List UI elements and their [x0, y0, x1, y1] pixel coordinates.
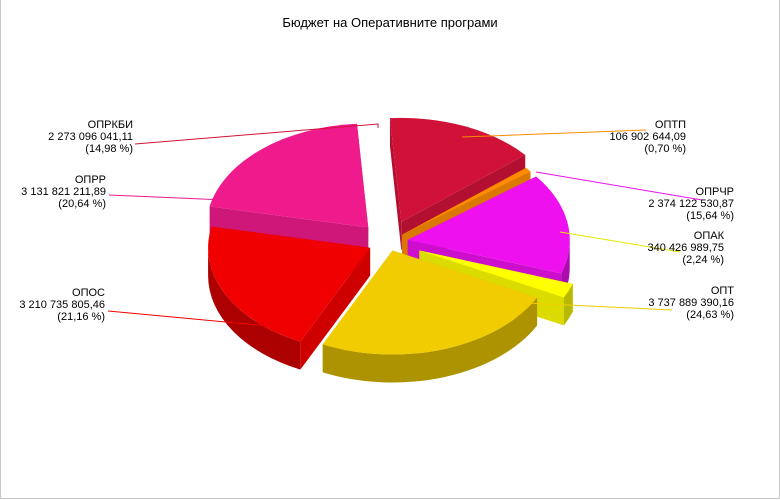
slice-label-value: 3 210 735 805,46 [19, 299, 105, 311]
pie-slice-top [389, 117, 526, 222]
leaders-layer [107, 123, 703, 331]
pie-slice-top [419, 250, 573, 298]
pie-slice-rim [208, 247, 301, 370]
chart-title: Бюджет на Оперативните програми [282, 15, 497, 30]
pie-slice-wall [300, 247, 371, 370]
slice-label-name: ОПАК [694, 230, 725, 242]
slice-label-value: 2 273 096 041,11 [48, 131, 133, 143]
pie-slice-top [407, 176, 570, 274]
leader-line-3 [535, 171, 703, 201]
leader-line-1 [134, 123, 379, 145]
pie-slice-rim [322, 297, 538, 383]
pie-slice-top [209, 123, 369, 228]
slice-label-7: ОПРР 3 131 821 211,89 (20,64 %) [21, 174, 106, 210]
leader-line-2 [461, 129, 647, 138]
pie-slice-top [208, 226, 371, 342]
leader-line-5 [504, 301, 673, 311]
leader-line-6 [107, 310, 313, 331]
pie-slice-wall [389, 118, 402, 250]
slice-label-name: ОПРР [75, 174, 106, 186]
slice-label-4: ОПАК 340 426 989,75 (2,24 %) [648, 230, 725, 266]
slice-label-name: ОПТП [655, 119, 686, 131]
slice-label-name: ОПРЧР [696, 186, 734, 198]
slice-label-3: ОПРЧР 2 374 122 530,87 (15,64 %) [648, 186, 734, 222]
slice-label-percent: (15,64 %) [686, 210, 734, 222]
slice-label-percent: (14,98 %) [85, 143, 133, 155]
slice-label-percent: (0,70 %) [644, 143, 686, 155]
slice-label-percent: (24,63 %) [686, 309, 734, 321]
slice-label-5: ОПТ 3 737 889 390,16 (24,63 %) [648, 285, 734, 321]
pie-slice-top [322, 250, 538, 355]
pie-slice-top [402, 167, 531, 235]
leader-line-4 [559, 231, 681, 253]
slice-label-name: ОПТ [711, 285, 734, 297]
slice-label-value: 2 374 122 530,87 [648, 198, 734, 210]
slice-label-percent: (20,64 %) [58, 198, 106, 210]
slice-label-percent: (21,16 %) [57, 311, 105, 323]
slice-label-1: ОПРКБИ 2 273 096 041,11 (14,98 %) [48, 119, 133, 155]
slices-layer [208, 117, 573, 383]
labels-layer: ОПРКБИ 2 273 096 041,11 (14,98 %) ОПТП 106 9… [19, 119, 734, 323]
leader-line-7 [108, 194, 226, 201]
slice-label-value: 340 426 989,75 [648, 242, 724, 254]
slice-label-6: ОПОС 3 210 735 805,46 (21,16 %) [19, 287, 105, 323]
slice-label-value: 3 737 889 390,16 [648, 297, 734, 309]
slice-label-percent: (2,24 %) [682, 254, 724, 266]
slice-label-name: ОПРКБИ [88, 119, 133, 131]
slice-label-value: 3 131 821 211,89 [21, 186, 106, 198]
slice-label-value: 106 902 644,09 [610, 131, 686, 143]
pie-slice-5 [322, 250, 538, 383]
pie-slice-6 [208, 226, 371, 370]
slice-label-2: ОПТП 106 902 644,09 (0,70 %) [610, 119, 687, 155]
slice-label-name: ОПОС [72, 287, 105, 299]
